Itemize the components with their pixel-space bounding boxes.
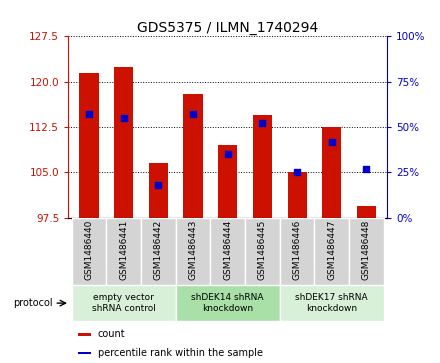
- Title: GDS5375 / ILMN_1740294: GDS5375 / ILMN_1740294: [137, 21, 318, 35]
- Bar: [349, 218, 384, 285]
- Bar: [72, 218, 106, 285]
- Bar: [72, 285, 176, 321]
- Bar: [114, 66, 133, 218]
- Bar: [210, 218, 245, 285]
- Bar: [315, 218, 349, 285]
- Bar: [218, 145, 237, 218]
- Text: GSM1486442: GSM1486442: [154, 220, 163, 280]
- Bar: [287, 172, 307, 218]
- Bar: [357, 206, 376, 218]
- Text: GSM1486447: GSM1486447: [327, 220, 336, 280]
- Text: GSM1486445: GSM1486445: [258, 220, 267, 280]
- Text: protocol: protocol: [13, 298, 53, 308]
- Bar: [176, 285, 280, 321]
- Text: shDEK17 shRNA
knockdown: shDEK17 shRNA knockdown: [295, 293, 368, 313]
- Point: [224, 151, 231, 157]
- Bar: [280, 285, 384, 321]
- Point: [120, 115, 127, 121]
- Text: GSM1486443: GSM1486443: [188, 220, 198, 280]
- Bar: [78, 352, 91, 354]
- Text: empty vector
shRNA control: empty vector shRNA control: [92, 293, 156, 313]
- Point: [328, 139, 335, 144]
- Point: [155, 182, 162, 188]
- Bar: [183, 94, 202, 218]
- Bar: [245, 218, 280, 285]
- Bar: [141, 218, 176, 285]
- Bar: [106, 218, 141, 285]
- Point: [293, 170, 301, 175]
- Point: [190, 111, 197, 117]
- Text: GSM1486446: GSM1486446: [293, 220, 301, 280]
- Text: GSM1486441: GSM1486441: [119, 220, 128, 280]
- Bar: [80, 73, 99, 218]
- Text: percentile rank within the sample: percentile rank within the sample: [98, 348, 263, 358]
- Text: shDEK14 shRNA
knockdown: shDEK14 shRNA knockdown: [191, 293, 264, 313]
- Text: GSM1486448: GSM1486448: [362, 220, 371, 280]
- Bar: [149, 163, 168, 218]
- Bar: [78, 333, 91, 336]
- Text: count: count: [98, 329, 125, 339]
- Bar: [176, 218, 210, 285]
- Point: [363, 166, 370, 172]
- Text: GSM1486444: GSM1486444: [223, 220, 232, 280]
- Text: GSM1486440: GSM1486440: [84, 220, 94, 280]
- Point: [85, 111, 92, 117]
- Bar: [253, 115, 272, 218]
- Bar: [322, 127, 341, 218]
- Point: [259, 121, 266, 126]
- Bar: [280, 218, 315, 285]
